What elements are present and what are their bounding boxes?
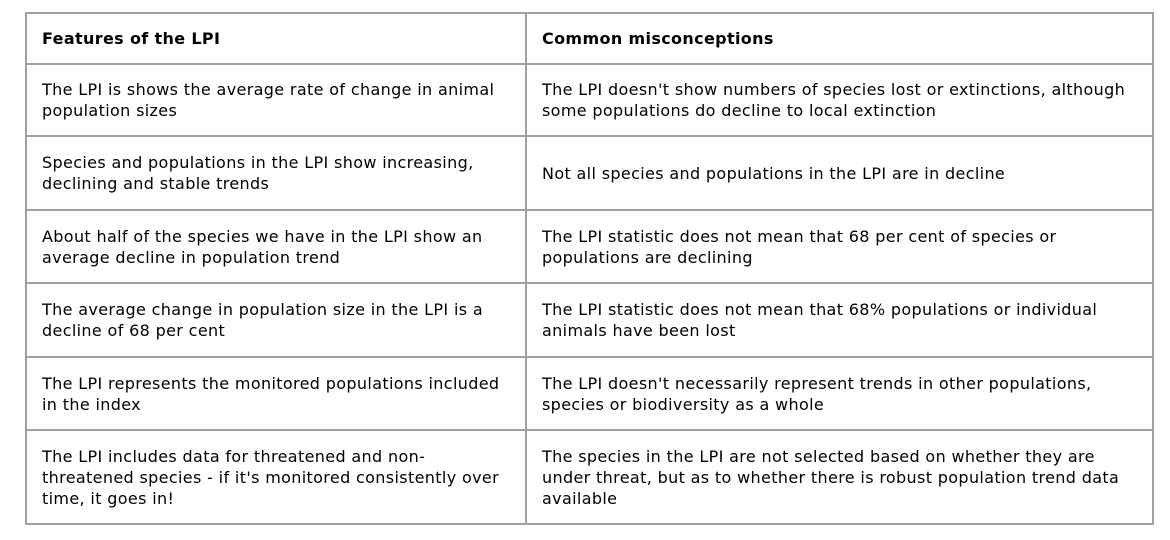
feature-cell: The LPI includes data for threatened and…: [25, 429, 527, 525]
table-row: The LPI represents the monitored populat…: [25, 356, 1154, 431]
misconception-cell: The species in the LPI are not selected …: [525, 429, 1154, 525]
table-row: About half of the species we have in the…: [25, 209, 1154, 284]
lpi-comparison-table: Features of the LPI Common misconception…: [25, 12, 1154, 525]
feature-cell: About half of the species we have in the…: [25, 209, 527, 284]
feature-cell: The LPI is shows the average rate of cha…: [25, 63, 527, 137]
misconception-cell: The LPI doesn't show numbers of species …: [525, 63, 1154, 137]
table-row: The LPI includes data for threatened and…: [25, 429, 1154, 525]
misconception-cell: The LPI doesn't necessarily represent tr…: [525, 356, 1154, 431]
feature-cell: The average change in population size in…: [25, 282, 527, 358]
table-header-row: Features of the LPI Common misconception…: [25, 12, 1154, 65]
misconception-cell: Not all species and populations in the L…: [525, 135, 1154, 211]
header-features: Features of the LPI: [25, 12, 527, 65]
header-misconceptions: Common misconceptions: [525, 12, 1154, 65]
table-row: The average change in population size in…: [25, 282, 1154, 358]
misconception-cell: The LPI statistic does not mean that 68%…: [525, 282, 1154, 358]
feature-cell: Species and populations in the LPI show …: [25, 135, 527, 211]
misconception-cell: The LPI statistic does not mean that 68 …: [525, 209, 1154, 284]
table-row: Species and populations in the LPI show …: [25, 135, 1154, 211]
feature-cell: The LPI represents the monitored populat…: [25, 356, 527, 431]
table-row: The LPI is shows the average rate of cha…: [25, 63, 1154, 137]
